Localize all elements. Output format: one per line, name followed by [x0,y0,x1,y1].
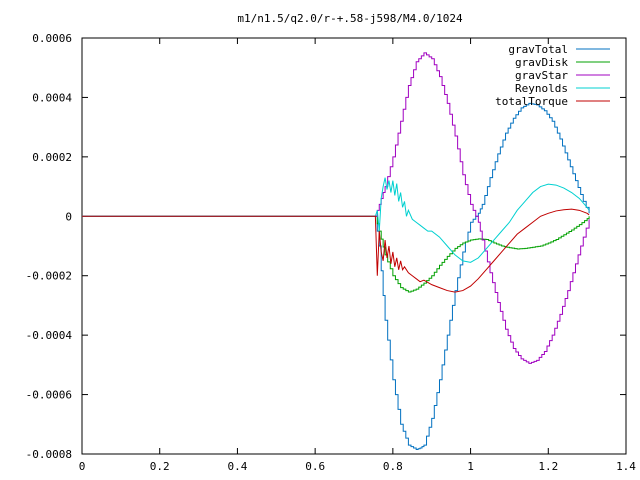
legend-label: gravDisk [515,56,568,69]
x-tick-label: 0.4 [227,460,247,473]
legend: gravTotalgravDiskgravStarReynoldstotalTo… [495,43,610,108]
series-line-gravtotal [82,102,590,451]
x-tick-label: 1.4 [616,460,636,473]
y-axis: 0.0006 0.0004 0.0002 0 -0.0002 -0.0004 -0.0006… [26,32,626,461]
chart-title: m1/n1.5/q2.0/r-+.58-j598/M4.0/1024 [237,12,463,25]
y-tick-label: -0.0008 [26,448,72,461]
y-tick-label: -0.0004 [26,329,73,342]
x-tick-label: 1.2 [538,460,558,473]
series-line-gravdisk [82,215,590,293]
x-tick-label: 0.8 [383,460,403,473]
series-line-reynolds [82,177,590,263]
legend-label: Reynolds [515,82,568,95]
series-line-totaltorque [82,208,590,293]
plot-frame [81,37,627,455]
y-tick-label: 0.0004 [32,91,72,104]
legend-label: gravTotal [508,43,568,56]
y-tick-label: 0.0002 [32,151,72,164]
series-layer [82,52,590,451]
x-axis: 0 0.2 0.4 0.6 0.8 1 1.2 1.4 [79,38,636,473]
x-tick-label: 0.2 [150,460,170,473]
y-tick-label: -0.0002 [26,270,72,283]
x-tick-label: 1 [467,460,474,473]
legend-label: gravStar [515,69,568,82]
y-tick-label: 0 [65,210,72,223]
legend-label: totalTorque [495,95,568,108]
x-tick-label: 0.6 [305,460,325,473]
y-tick-label: 0.0006 [32,32,72,45]
x-tick-label: 0 [79,460,86,473]
y-tick-label: -0.0006 [26,389,72,402]
